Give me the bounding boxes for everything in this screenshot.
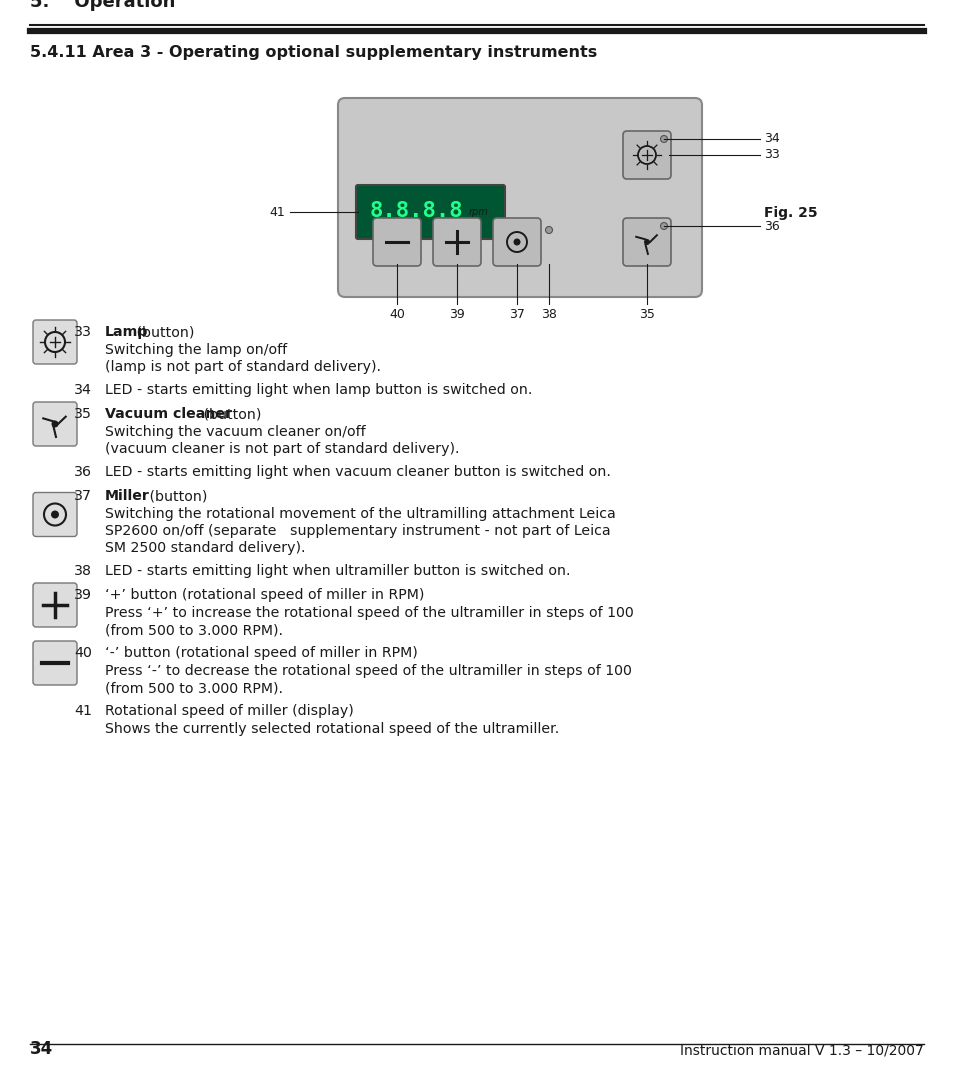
FancyBboxPatch shape <box>33 583 77 627</box>
Text: 40: 40 <box>389 308 404 321</box>
Circle shape <box>659 222 667 230</box>
Text: 41: 41 <box>74 704 91 718</box>
Text: Press ‘+’ to increase the rotational speed of the ultramiller in steps of 100: Press ‘+’ to increase the rotational spe… <box>105 606 633 620</box>
Text: ‘-’ button (rotational speed of miller in RPM): ‘-’ button (rotational speed of miller i… <box>105 646 417 660</box>
Text: (lamp is not part of standard delivery).: (lamp is not part of standard delivery). <box>105 360 380 374</box>
Text: (vacuum cleaner is not part of standard delivery).: (vacuum cleaner is not part of standard … <box>105 442 459 456</box>
Text: 39: 39 <box>74 588 91 602</box>
Text: (from 500 to 3.000 RPM).: (from 500 to 3.000 RPM). <box>105 681 283 696</box>
Text: 35: 35 <box>639 308 655 321</box>
Text: 36: 36 <box>74 465 91 480</box>
Text: Press ‘-’ to decrease the rotational speed of the ultramiller in steps of 100: Press ‘-’ to decrease the rotational spe… <box>105 664 631 678</box>
Text: 39: 39 <box>449 308 464 321</box>
FancyBboxPatch shape <box>493 218 540 266</box>
Text: Switching the lamp on/off: Switching the lamp on/off <box>105 343 287 357</box>
Circle shape <box>51 511 59 518</box>
Text: Fig. 25: Fig. 25 <box>763 205 817 219</box>
FancyBboxPatch shape <box>622 218 670 266</box>
Text: 33: 33 <box>74 325 91 339</box>
Text: LED - starts emitting light when ultramiller button is switched on.: LED - starts emitting light when ultrami… <box>105 564 570 578</box>
Text: Shows the currently selected rotational speed of the ultramiller.: Shows the currently selected rotational … <box>105 723 558 735</box>
Circle shape <box>51 420 58 428</box>
Text: Miller: Miller <box>105 489 150 503</box>
Text: 34: 34 <box>74 383 91 397</box>
Circle shape <box>545 227 552 233</box>
FancyBboxPatch shape <box>622 131 670 179</box>
Text: SP2600 on/off (separate   supplementary instrument - not part of Leica: SP2600 on/off (separate supplementary in… <box>105 524 610 538</box>
FancyBboxPatch shape <box>33 492 77 537</box>
FancyBboxPatch shape <box>33 402 77 446</box>
Text: 35: 35 <box>74 407 91 421</box>
Text: (button): (button) <box>145 489 208 503</box>
Text: 34: 34 <box>763 133 779 146</box>
FancyBboxPatch shape <box>355 185 504 239</box>
Text: (from 500 to 3.000 RPM).: (from 500 to 3.000 RPM). <box>105 623 283 637</box>
Text: LED - starts emitting light when lamp button is switched on.: LED - starts emitting light when lamp bu… <box>105 383 532 397</box>
Circle shape <box>643 239 649 245</box>
Text: SM 2500 standard delivery).: SM 2500 standard delivery). <box>105 541 305 555</box>
FancyBboxPatch shape <box>433 218 480 266</box>
FancyBboxPatch shape <box>33 320 77 364</box>
Text: 33: 33 <box>763 148 779 162</box>
Text: 8.8.8.8: 8.8.8.8 <box>369 201 462 221</box>
Text: 37: 37 <box>509 308 524 321</box>
Text: 5.4.11 Area 3 - Operating optional supplementary instruments: 5.4.11 Area 3 - Operating optional suppl… <box>30 45 597 60</box>
FancyBboxPatch shape <box>33 642 77 685</box>
Text: 40: 40 <box>74 646 91 660</box>
Text: Switching the vacuum cleaner on/off: Switching the vacuum cleaner on/off <box>105 426 365 438</box>
Text: 34: 34 <box>30 1040 53 1058</box>
Text: 38: 38 <box>540 308 557 321</box>
Text: Switching the rotational movement of the ultramilling attachment Leica: Switching the rotational movement of the… <box>105 507 615 521</box>
Text: (button): (button) <box>132 325 194 339</box>
Text: LED - starts emitting light when vacuum cleaner button is switched on.: LED - starts emitting light when vacuum … <box>105 465 610 480</box>
Text: 41: 41 <box>269 205 285 218</box>
Text: Instruction manual V 1.3 – 10/2007: Instruction manual V 1.3 – 10/2007 <box>679 1044 923 1058</box>
Text: Rotational speed of miller (display): Rotational speed of miller (display) <box>105 704 354 718</box>
Text: 36: 36 <box>763 219 779 232</box>
Text: 38: 38 <box>74 564 91 578</box>
Circle shape <box>513 239 520 245</box>
Text: 37: 37 <box>74 489 91 503</box>
Text: (button): (button) <box>198 407 261 421</box>
Text: 5.    Operation: 5. Operation <box>30 0 175 11</box>
Text: Lamp: Lamp <box>105 325 149 339</box>
FancyBboxPatch shape <box>373 218 420 266</box>
Text: ‘+’ button (rotational speed of miller in RPM): ‘+’ button (rotational speed of miller i… <box>105 588 424 602</box>
Circle shape <box>659 135 667 143</box>
Text: rpm: rpm <box>468 207 488 217</box>
Text: Vacuum cleaner: Vacuum cleaner <box>105 407 232 421</box>
FancyBboxPatch shape <box>337 98 701 297</box>
